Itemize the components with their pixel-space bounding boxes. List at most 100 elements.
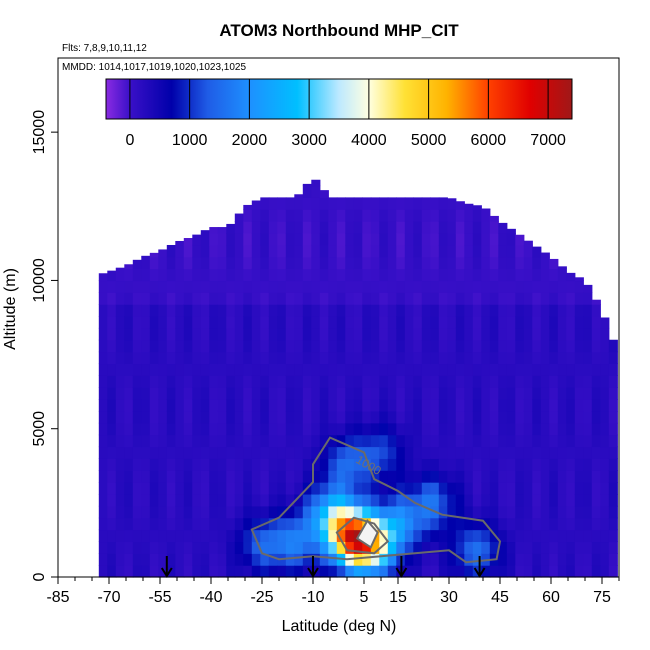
heatmap-cell <box>303 316 312 328</box>
heatmap-cell <box>456 363 465 375</box>
heatmap-cell <box>583 340 592 352</box>
heatmap-cell <box>583 292 592 304</box>
heatmap-cell <box>405 340 414 352</box>
heatmap-cell <box>328 257 337 269</box>
heatmap-cell <box>439 494 448 506</box>
heatmap-cell <box>277 518 286 530</box>
heatmap-cell <box>124 399 133 411</box>
heatmap-cell <box>379 494 388 506</box>
heatmap-cell <box>379 399 388 411</box>
heatmap-cell <box>116 494 125 506</box>
heatmap-cell <box>167 506 176 518</box>
heatmap-cell <box>320 197 329 209</box>
heatmap-cell <box>150 494 159 506</box>
heatmap-cell <box>396 257 405 269</box>
heatmap-cell <box>201 541 210 553</box>
heatmap-cell <box>362 269 371 281</box>
heatmap-cell <box>99 447 108 459</box>
heatmap-cell <box>558 423 567 435</box>
heatmap-cell <box>158 423 167 435</box>
heatmap-cell <box>498 223 507 234</box>
heatmap-cell <box>490 216 499 222</box>
heatmap-cell <box>226 269 235 281</box>
heatmap-cell <box>192 530 201 542</box>
heatmap-cell <box>303 233 312 245</box>
heatmap-cell <box>439 233 448 245</box>
heatmap-cell <box>303 423 312 435</box>
heatmap-cell <box>524 506 533 518</box>
heatmap-cell <box>388 541 397 553</box>
colorbar-tick-label: 6000 <box>471 132 507 149</box>
colorbar-tick-label: 1000 <box>172 132 208 149</box>
heatmap-cell <box>303 506 312 518</box>
heatmap-cell <box>184 375 193 387</box>
heatmap-cell <box>303 280 312 292</box>
heatmap-cell <box>388 423 397 435</box>
heatmap-cell <box>201 399 210 411</box>
heatmap-cell <box>524 399 533 411</box>
heatmap-cell <box>481 352 490 364</box>
heatmap-cell <box>396 352 405 364</box>
heatmap-cell <box>277 328 286 340</box>
heatmap-cell <box>388 565 397 577</box>
heatmap-cell <box>320 411 329 423</box>
heatmap-cell <box>141 256 150 257</box>
heatmap-cell <box>464 506 473 518</box>
heatmap-cell <box>269 423 278 435</box>
heatmap-cell <box>345 482 354 494</box>
heatmap-cell <box>558 292 567 304</box>
heatmap-cell <box>320 328 329 340</box>
heatmap-cell <box>303 435 312 447</box>
heatmap-cell <box>464 221 473 233</box>
heatmap-cell <box>405 435 414 447</box>
heatmap-cell <box>498 565 507 577</box>
heatmap-cell <box>235 411 244 423</box>
heatmap-cell <box>201 530 210 542</box>
heatmap-cell <box>515 269 524 281</box>
heatmap-cell <box>286 518 295 530</box>
heatmap-cell <box>371 506 380 518</box>
heatmap-cell <box>362 399 371 411</box>
heatmap-cell <box>566 280 575 292</box>
heatmap-cell <box>362 553 371 565</box>
heatmap-cell <box>464 482 473 494</box>
heatmap-cell <box>226 363 235 375</box>
heatmap-cell <box>192 363 201 375</box>
heatmap-cell <box>481 458 490 470</box>
heatmap-cell <box>507 506 516 518</box>
x-tick-label: 60 <box>542 589 560 606</box>
heatmap-cell <box>184 269 193 281</box>
heatmap-cell <box>116 269 125 281</box>
heatmap-cell <box>388 209 397 221</box>
heatmap-cell <box>541 530 550 542</box>
heatmap-cell <box>252 292 261 304</box>
heatmap-cell <box>269 541 278 553</box>
heatmap-cell <box>362 328 371 340</box>
heatmap-cell <box>558 553 567 565</box>
heatmap-cell <box>209 363 218 375</box>
heatmap-cell <box>269 316 278 328</box>
heatmap-cell <box>464 352 473 364</box>
heatmap-cell <box>99 470 108 482</box>
heatmap-cell <box>371 482 380 494</box>
heatmap-cell <box>311 541 320 553</box>
heatmap-cell <box>226 375 235 387</box>
heatmap-cell <box>388 518 397 530</box>
heatmap-cell <box>413 375 422 387</box>
heatmap-cell <box>558 506 567 518</box>
heatmap-cell <box>481 221 490 233</box>
heatmap-cell <box>515 304 524 316</box>
heatmap-cell <box>583 494 592 506</box>
heatmap-cell <box>209 399 218 411</box>
heatmap-cell <box>405 553 414 565</box>
heatmap-cell <box>269 530 278 542</box>
heatmap-cell <box>558 411 567 423</box>
heatmap-cell <box>235 399 244 411</box>
heatmap-cell <box>566 292 575 304</box>
heatmap-cell <box>600 506 609 518</box>
heatmap-cell <box>209 458 218 470</box>
heatmap-cell <box>260 245 269 257</box>
heatmap-cell <box>226 387 235 399</box>
heatmap-cell <box>226 245 235 257</box>
heatmap-cell <box>456 340 465 352</box>
